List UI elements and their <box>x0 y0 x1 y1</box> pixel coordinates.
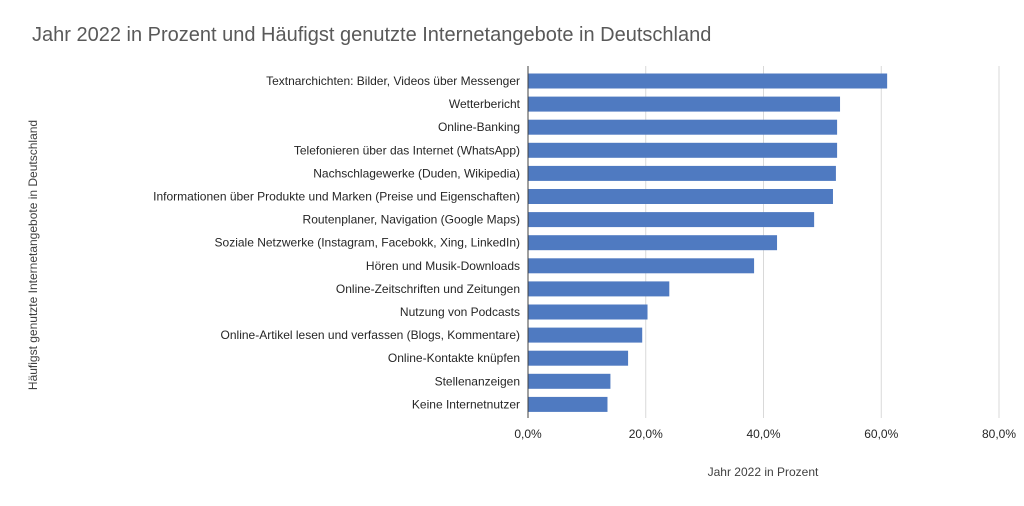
x-tick-label: 60,0% <box>864 427 898 441</box>
category-label: Textnarchichten: Bilder, Videos über Mes… <box>266 74 520 88</box>
bar <box>528 165 836 181</box>
category-label: Stellenanzeigen <box>435 374 520 388</box>
bar <box>528 304 648 320</box>
category-label: Routenplaner, Navigation (Google Maps) <box>303 213 520 227</box>
category-label: Informationen über Produkte und Marken (… <box>153 190 520 204</box>
x-axis-title: Jahr 2022 in Prozent <box>707 465 819 479</box>
bar <box>528 212 815 228</box>
category-label: Online-Banking <box>438 120 520 134</box>
category-label: Soziale Netzwerke (Instagram, Facebokk, … <box>215 236 520 250</box>
bar <box>528 119 838 135</box>
bar <box>528 96 841 112</box>
bar <box>528 142 838 158</box>
x-tick-labels: 0,0% 20,0% 40,0% 60,0% 80,0% <box>514 427 1016 441</box>
category-label: Online-Artikel lesen und verfassen (Blog… <box>221 328 520 342</box>
category-label: Online-Zeitschriften und Zeitungen <box>336 282 520 296</box>
bar <box>528 73 888 89</box>
bar <box>528 327 643 343</box>
x-tick-label: 20,0% <box>629 427 663 441</box>
category-label: Online-Kontakte knüpfen <box>388 351 520 365</box>
category-label: Nutzung von Podcasts <box>400 305 520 319</box>
category-label: Hören und Musik-Downloads <box>366 259 520 273</box>
bar <box>528 235 778 251</box>
x-tick-label: 80,0% <box>982 427 1016 441</box>
category-label: Keine Internetnutzer <box>412 397 520 411</box>
bar <box>528 281 670 297</box>
category-label: Telefonieren über das Internet (WhatsApp… <box>294 143 520 157</box>
x-tick-label: 40,0% <box>746 427 780 441</box>
category-label: Nachschlagewerke (Duden, Wikipedia) <box>313 166 520 180</box>
bar <box>528 396 608 412</box>
bars <box>528 73 888 412</box>
bar <box>528 350 629 366</box>
bar <box>528 373 611 389</box>
chart-title: Jahr 2022 in Prozent und Häufigst genutz… <box>32 24 712 46</box>
category-labels: Textnarchichten: Bilder, Videos über Mes… <box>153 74 521 411</box>
x-tick-label: 0,0% <box>514 427 542 441</box>
bar <box>528 189 833 204</box>
bar <box>528 258 755 274</box>
category-label: Wetterbericht <box>449 97 521 111</box>
